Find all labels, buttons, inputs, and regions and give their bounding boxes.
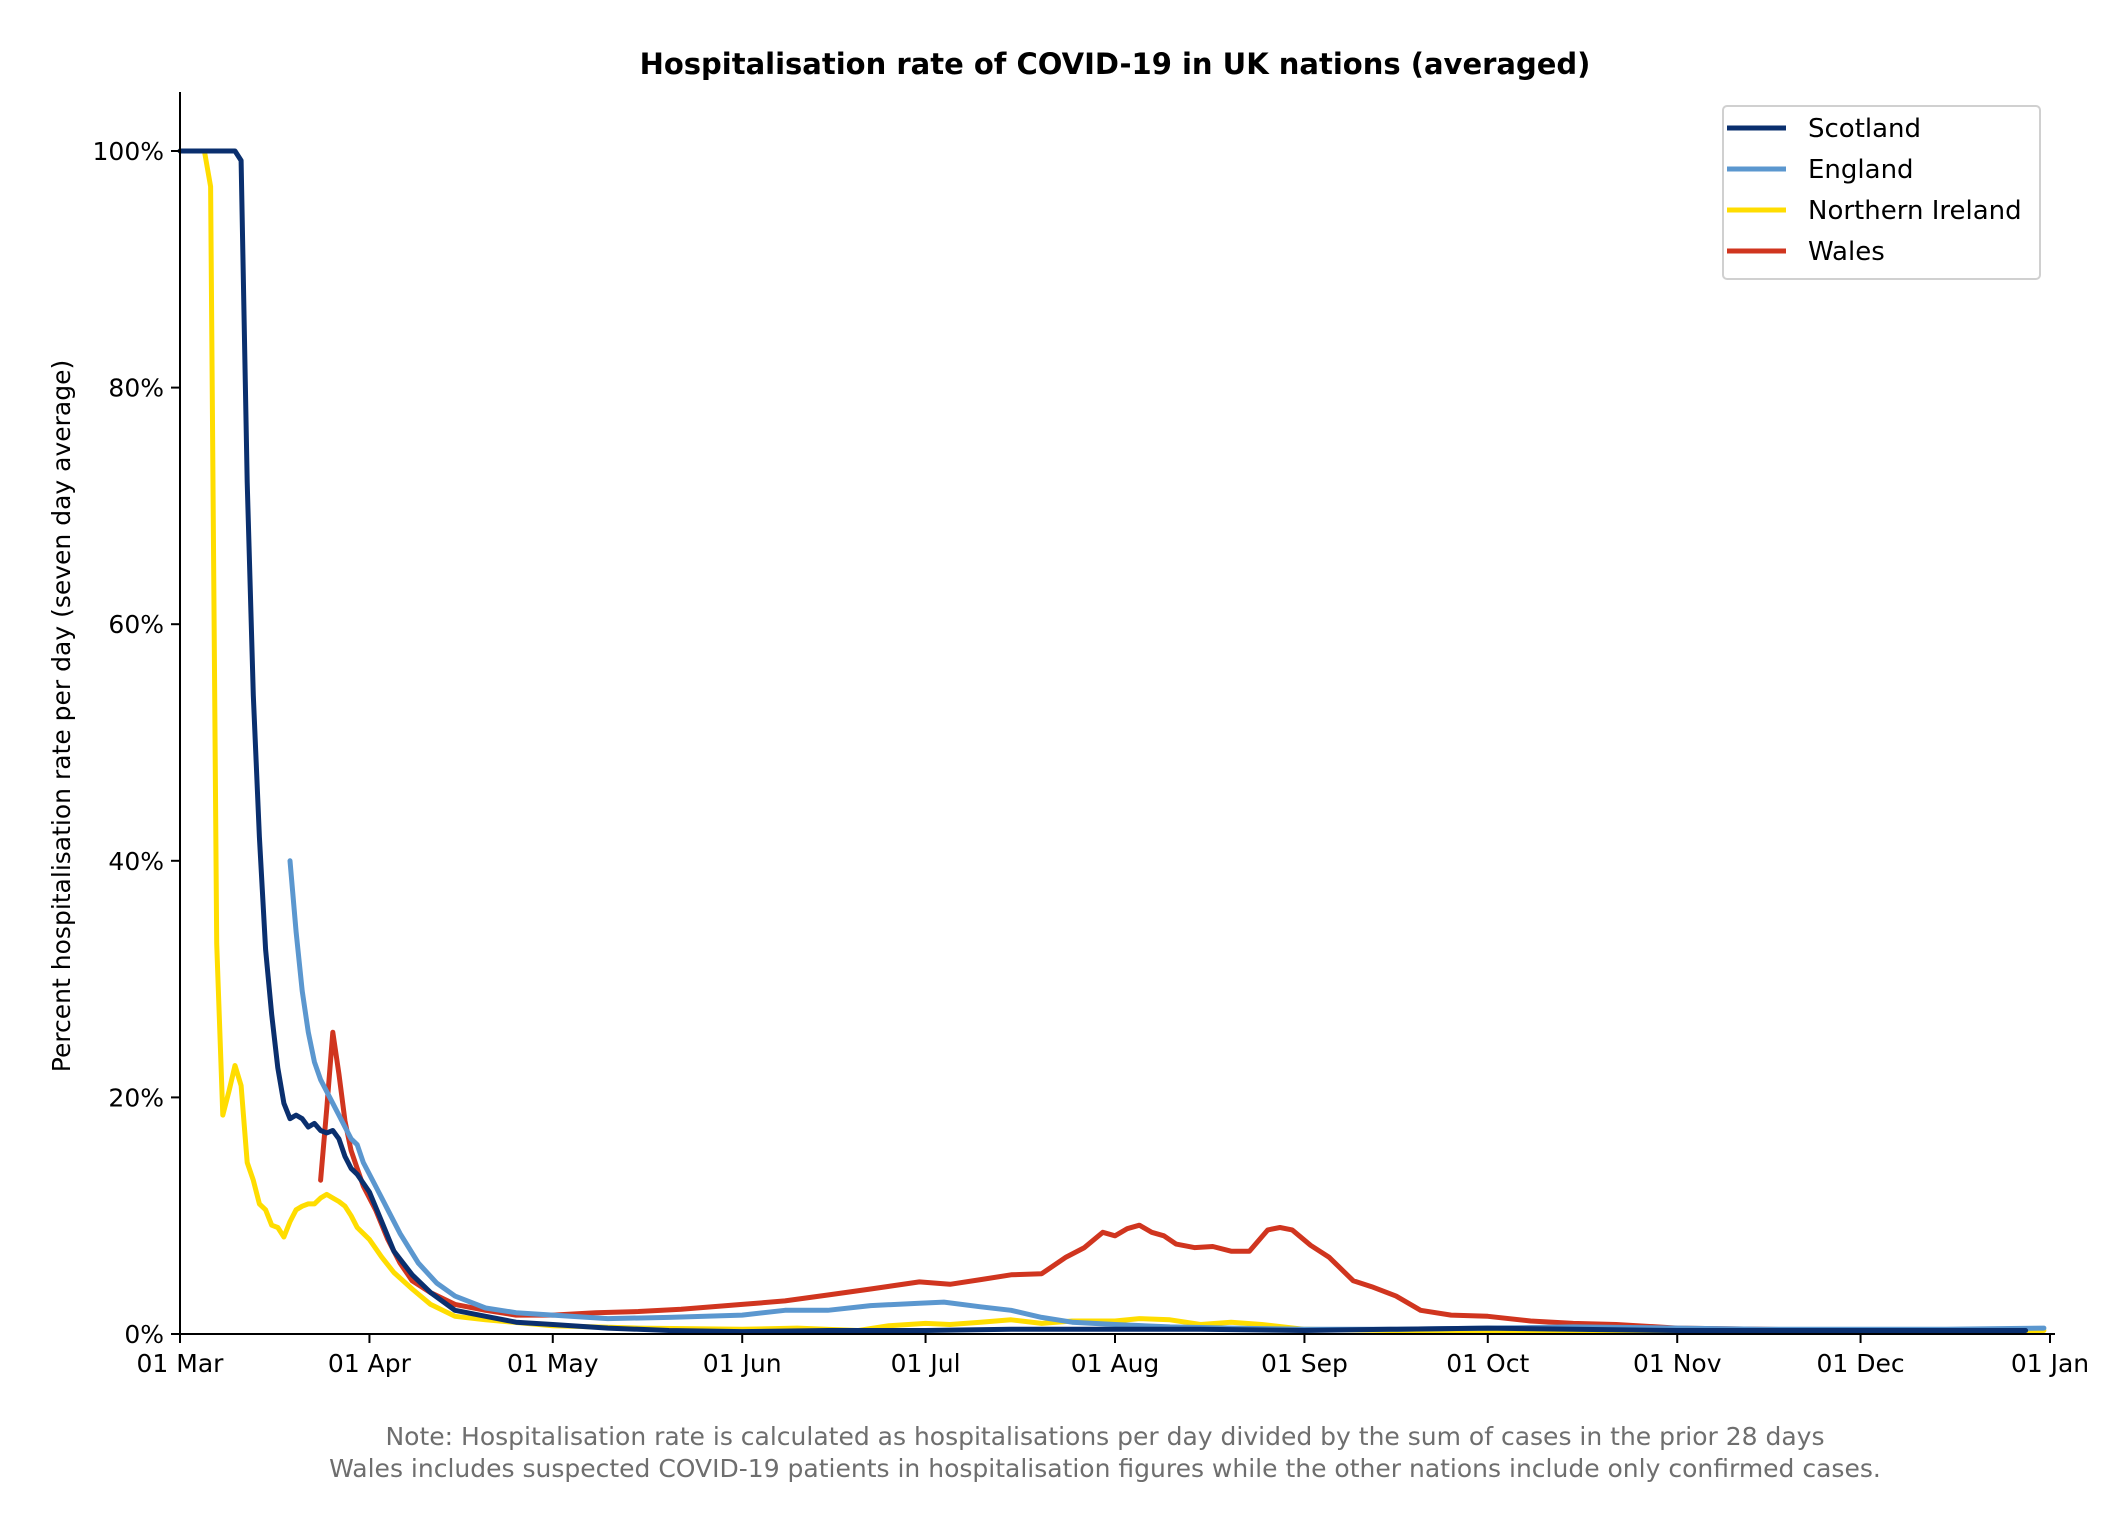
y-tick-label: 60% (108, 610, 164, 639)
series-line-england (287, 858, 2047, 1332)
x-tick-label: 01 Sep (1261, 1349, 1348, 1378)
legend-box (1722, 105, 2041, 280)
note-line-2: Wales includes suspected COVID-19 patien… (329, 1454, 1881, 1483)
y-tick-label: 0% (124, 1320, 164, 1349)
series-line-scotland (177, 148, 2029, 1335)
x-tick-label: 01 Oct (1446, 1349, 1529, 1378)
y-tick-label: 80% (108, 374, 164, 403)
x-tick-label: 01 Jan (2011, 1349, 2089, 1378)
x-ticks: 01 Mar 01 Apr 01 May 01 Jun 01 Jul 01 Aug 01 S… (137, 1334, 2089, 1378)
series-layer (177, 148, 2047, 1335)
plot-area: 01 Mar 01 Apr 01 May 01 Jun 01 Jul 01 Aug 01 S… (93, 92, 2089, 1378)
legend-label-england: England (1808, 155, 1914, 185)
x-tick-label: 01 Aug (1071, 1349, 1160, 1378)
y-axis-label: Percent hospitalisation rate per day (se… (47, 360, 76, 1072)
legend-label-northern-ireland: Northern Ireland (1808, 196, 2022, 226)
x-tick-label: 01 May (507, 1349, 599, 1378)
x-tick-label: 01 Jun (703, 1349, 782, 1378)
series-line-northern-ireland (177, 148, 2047, 1335)
y-tick-label: 20% (108, 1083, 164, 1112)
series-line-wales (318, 1029, 2029, 1333)
y-tick-label: 40% (108, 847, 164, 876)
y-tick-label: 100% (93, 137, 164, 166)
legend-items: Scotland England Northern Ireland Wales (1727, 114, 2022, 267)
x-tick-label: 01 Dec (1816, 1349, 1904, 1378)
x-tick-label: 01 Jul (891, 1349, 961, 1378)
x-tick-label: 01 Nov (1633, 1349, 1722, 1378)
x-tick-label: 01 Apr (328, 1349, 412, 1378)
chart-title: Hospitalisation rate of COVID-19 in UK n… (640, 47, 1591, 81)
y-ticks: 0% 20% 40% 60% 80% 100% (93, 137, 180, 1349)
x-tick-label: 01 Mar (137, 1349, 225, 1378)
legend-label-wales: Wales (1808, 237, 1885, 267)
legend-label-scotland: Scotland (1808, 114, 1921, 144)
legend: Scotland England Northern Ireland Wales (1722, 105, 2041, 280)
note-line-1: Note: Hospitalisation rate is calculated… (385, 1422, 1824, 1451)
